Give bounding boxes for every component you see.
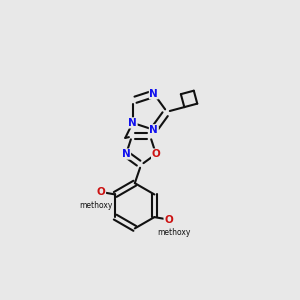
Text: O: O — [97, 187, 106, 197]
Text: N: N — [149, 89, 158, 99]
Text: O: O — [164, 214, 173, 225]
Text: methoxy: methoxy — [157, 228, 190, 237]
Text: N: N — [149, 125, 158, 135]
Text: methoxy: methoxy — [79, 201, 113, 210]
Text: O: O — [152, 149, 160, 159]
Text: N: N — [128, 118, 137, 128]
Text: N: N — [122, 149, 130, 159]
